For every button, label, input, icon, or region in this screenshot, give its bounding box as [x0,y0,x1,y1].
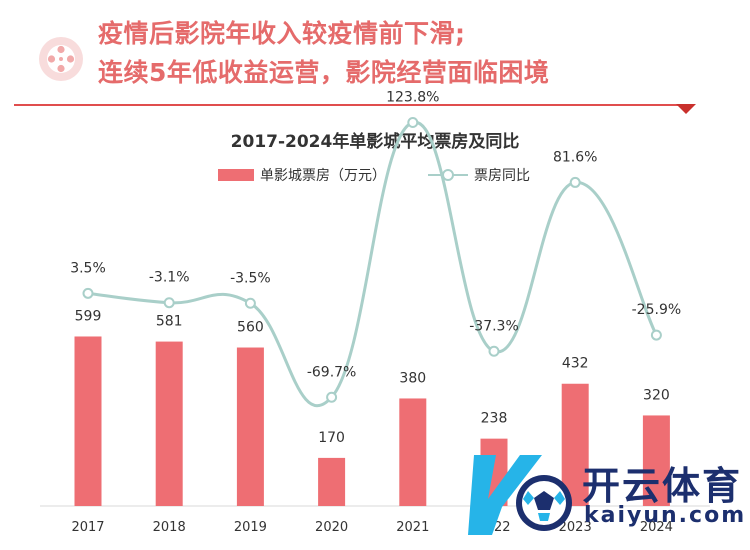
x-tick-label-2020: 2020 [315,520,348,535]
yoy-label-2024: -25.9% [632,302,682,318]
film-reel-icon [39,37,83,81]
yoy-point-2021 [407,117,419,129]
bar-2019 [236,347,264,506]
header-divider [14,104,686,106]
bar-label-2023: 432 [562,356,589,372]
bar-label-2020: 170 [318,430,345,446]
x-tick-label-2017: 2017 [71,520,104,535]
x-tick-label-2021: 2021 [396,520,429,535]
legend-label-yoy: 票房同比 [474,168,530,184]
chart-title: 2017-2024年单影城平均票房及同比 [230,132,520,152]
bar-label-2018: 581 [156,314,183,330]
yoy-point-2020 [326,391,338,403]
yoy-point-2019 [244,297,256,309]
legend-item-box-office: 单影城票房（万元） [218,165,386,185]
divider-triangle-icon [676,104,696,114]
legend-label-box-office: 单影城票房（万元） [260,168,386,184]
yoy-line [87,120,658,408]
yoy-label-2017: 3.5% [70,260,106,276]
bar-2023 [561,383,589,506]
yoy-label-2018: -3.1% [149,270,190,286]
bar-2021 [399,398,427,506]
headline-line-1: 疫情后影院年收入较疫情前下滑; [98,19,466,48]
bar-2018 [155,341,183,506]
watermark-domain: kaiyun.com [584,503,747,528]
yoy-label-2019: -3.5% [230,270,271,286]
bar-2024 [642,415,670,506]
x-tick-label-2023: 2023 [559,520,592,535]
yoy-label-2021: 123.8% [386,90,439,106]
x-tick-label-2024: 2024 [640,520,673,535]
yoy-point-2022 [488,345,500,357]
legend-bar-swatch [218,169,254,181]
bar-label-2024: 320 [643,387,670,403]
yoy-point-2018 [163,297,175,309]
yoy-point-2023 [569,176,581,188]
watermark: 开云体育 kaiyun.com [462,447,747,542]
yoy-label-2022: -37.3% [469,318,519,334]
yoy-label-2020: -69.7% [307,364,357,380]
yoy-point-2024 [650,329,662,341]
headline: 疫情后影院年收入较疫情前下滑; 连续5年低收益运营，影院经营面临困境 [98,14,549,92]
x-tick-label-2018: 2018 [153,520,186,535]
headline-line-2: 连续5年低收益运营，影院经营面临困境 [98,58,550,87]
watermark-name: 开云体育 [582,464,743,508]
bar-label-2019: 560 [237,320,264,336]
yoy-label-2023: 81.6% [553,149,597,165]
x-tick-label-2019: 2019 [234,520,267,535]
header: 疫情后影院年收入较疫情前下滑; 连续5年低收益运营，影院经营面临困境 [0,0,750,114]
bar-label-2022: 238 [481,411,508,427]
soccer-ball-logo-icon [468,455,572,535]
bar-2020 [318,457,346,506]
yoy-point-2017 [82,287,94,299]
bar-label-2017: 599 [75,308,102,324]
bar-label-2021: 380 [399,370,426,386]
bar-2017 [74,336,102,506]
